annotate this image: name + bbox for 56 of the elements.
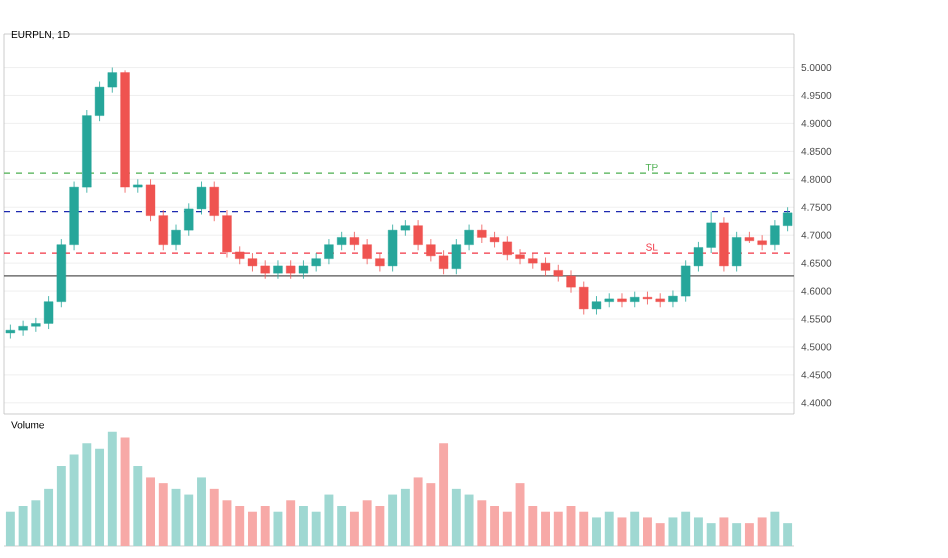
bar: [400, 488, 410, 546]
bar: [133, 466, 143, 546]
bar: [95, 448, 105, 546]
bar: [490, 506, 500, 546]
bar: [273, 511, 283, 546]
candlestick: [133, 178, 143, 194]
bar: [120, 437, 130, 546]
bar: [222, 500, 232, 546]
bar: [209, 488, 219, 546]
bar: [566, 506, 576, 546]
bar: [388, 494, 398, 546]
bar: [770, 511, 780, 546]
bar: [286, 500, 296, 546]
bar: [235, 506, 245, 546]
bar: [579, 511, 589, 546]
bar: [553, 511, 563, 546]
bar: [146, 477, 155, 546]
bar: [197, 477, 206, 546]
bar: [617, 517, 627, 546]
bar: [719, 517, 729, 546]
bar: [298, 506, 308, 546]
bar: [668, 517, 678, 546]
bar: [44, 488, 54, 546]
bar: [56, 466, 66, 546]
candlestick: [286, 259, 296, 280]
bar: [248, 511, 257, 546]
bar: [757, 517, 767, 546]
bar: [681, 511, 691, 546]
bar: [171, 488, 181, 546]
bar: [706, 523, 716, 546]
bar: [5, 511, 15, 546]
bar: [451, 488, 461, 546]
bar: [439, 443, 449, 546]
bar: [477, 500, 487, 546]
bar: [604, 511, 614, 546]
bar: [107, 431, 117, 546]
bar: [502, 511, 512, 546]
candlestick: [617, 292, 627, 308]
candlestick: [731, 231, 742, 272]
bar: [158, 483, 168, 546]
bar: [744, 523, 754, 546]
bar: [464, 494, 474, 546]
bar: [693, 517, 703, 546]
candlestick: [719, 216, 729, 272]
bar: [592, 517, 601, 546]
bar: [783, 523, 793, 546]
bar: [732, 523, 742, 546]
candlestick: [273, 259, 283, 280]
bar: [260, 506, 270, 546]
bar: [643, 517, 652, 546]
bar: [541, 511, 550, 546]
bar: [184, 494, 194, 546]
bar: [630, 511, 640, 546]
bar: [349, 511, 359, 546]
bar: [337, 506, 347, 546]
bar: [655, 523, 665, 546]
